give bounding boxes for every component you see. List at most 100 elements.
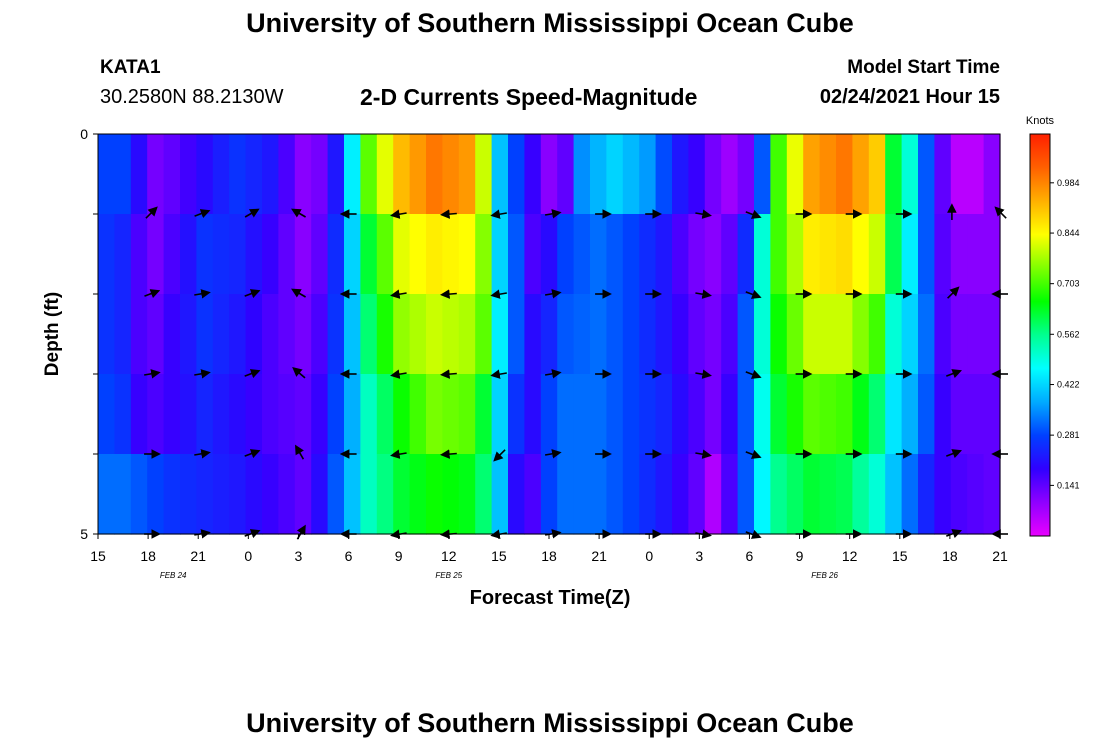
heatmap-cell bbox=[212, 294, 230, 375]
heatmap-cell bbox=[426, 454, 443, 535]
current-vectors bbox=[144, 203, 1008, 540]
heatmap-cell bbox=[147, 214, 165, 295]
heatmap-cell bbox=[475, 374, 493, 455]
current-vector-arrow bbox=[440, 449, 457, 459]
current-vector-arrow bbox=[745, 369, 762, 379]
heatmap-cell bbox=[721, 294, 739, 375]
heatmap-cell bbox=[311, 214, 329, 295]
current-vector-arrow bbox=[194, 529, 211, 539]
heatmap-cell bbox=[967, 214, 985, 295]
current-vector-arrow bbox=[745, 209, 762, 219]
date-label: FEB 25 bbox=[435, 571, 462, 580]
heatmap-cell bbox=[130, 454, 148, 535]
current-vector-arrow bbox=[544, 369, 562, 379]
heatmap-cell bbox=[885, 214, 903, 295]
heatmap-cell bbox=[409, 294, 427, 375]
heatmap-cell bbox=[852, 214, 870, 295]
heatmap-cell bbox=[606, 454, 624, 535]
current-vector-arrow bbox=[947, 286, 960, 299]
heatmap-cell bbox=[622, 454, 640, 535]
y-axis: 05 bbox=[80, 126, 98, 542]
heatmap-cell bbox=[245, 214, 263, 295]
heatmap-cell bbox=[130, 214, 148, 295]
heatmap-cell bbox=[770, 294, 788, 375]
heatmap bbox=[98, 134, 1001, 535]
heatmap-cell bbox=[770, 374, 788, 455]
heatmap-cell bbox=[721, 214, 739, 295]
heatmap-cell bbox=[180, 374, 197, 455]
heatmap-cell bbox=[819, 134, 837, 215]
heatmap-cell bbox=[426, 134, 443, 215]
heatmap-cell bbox=[704, 294, 722, 375]
heatmap-cell bbox=[130, 134, 148, 215]
current-vector-arrow bbox=[295, 444, 305, 460]
heatmap-cell bbox=[360, 134, 378, 215]
heatmap-cell bbox=[836, 294, 853, 375]
current-vector-arrow bbox=[493, 449, 506, 462]
heatmap-cell bbox=[524, 134, 542, 215]
colorbar-tick-label: 0.422 bbox=[1057, 380, 1080, 390]
heatmap-cell bbox=[983, 214, 1001, 295]
x-tick-label: 0 bbox=[244, 548, 252, 564]
heatmap-cell bbox=[950, 454, 968, 535]
heatmap-cell bbox=[573, 454, 591, 535]
heatmap-cell bbox=[819, 374, 837, 455]
heatmap-cell bbox=[672, 374, 689, 455]
heatmap-cell bbox=[540, 134, 558, 215]
heatmap-cell bbox=[852, 294, 870, 375]
current-vector-arrow bbox=[440, 529, 457, 539]
heatmap-cell bbox=[819, 294, 837, 375]
heatmap-cell bbox=[245, 374, 263, 455]
current-vector-arrow bbox=[244, 289, 261, 299]
heatmap-cell bbox=[163, 454, 181, 535]
heatmap-cell bbox=[983, 374, 1001, 455]
heatmap-cell bbox=[376, 374, 394, 455]
heatmap-cell bbox=[786, 294, 804, 375]
current-vector-arrow bbox=[544, 449, 562, 459]
x-tick-label: 15 bbox=[491, 548, 507, 564]
heatmap-cell bbox=[885, 294, 903, 375]
heatmap-cell bbox=[393, 374, 411, 455]
heatmap-cell bbox=[262, 134, 279, 215]
colorbar-tick-label: 0.844 bbox=[1057, 228, 1080, 238]
footer-title: University of Southern Mississippi Ocean… bbox=[246, 708, 854, 738]
heatmap-cell bbox=[672, 134, 689, 215]
heatmap-cell bbox=[278, 134, 296, 215]
heatmap-cell bbox=[163, 214, 181, 295]
heatmap-cell bbox=[442, 374, 460, 455]
heatmap-cell bbox=[409, 454, 427, 535]
heatmap-cell bbox=[311, 294, 329, 375]
colorbar-tick-label: 0.281 bbox=[1057, 430, 1080, 440]
heatmap-cell bbox=[557, 294, 575, 375]
heatmap-cell bbox=[950, 374, 968, 455]
station-coordinates: 30.2580N 88.2130W bbox=[100, 86, 284, 108]
heatmap-cell bbox=[868, 214, 886, 295]
heatmap-cell bbox=[147, 454, 165, 535]
heatmap-cell bbox=[212, 214, 230, 295]
current-vector-arrow bbox=[544, 529, 562, 539]
current-vector-arrow bbox=[292, 366, 306, 379]
current-vector-arrow bbox=[695, 209, 712, 219]
heatmap-cell bbox=[557, 374, 575, 455]
heatmap-cell bbox=[721, 454, 739, 535]
heatmap-cell bbox=[786, 134, 804, 215]
heatmap-cell bbox=[147, 134, 165, 215]
heatmap-cell bbox=[212, 134, 230, 215]
heatmap-cell bbox=[655, 294, 673, 375]
heatmap-cell bbox=[229, 214, 247, 295]
current-vector-arrow bbox=[544, 209, 562, 219]
heatmap-cell bbox=[524, 454, 542, 535]
current-vector-arrow bbox=[244, 449, 261, 459]
heatmap-cell bbox=[573, 134, 591, 215]
date-label: FEB 24 bbox=[160, 571, 187, 580]
heatmap-cell bbox=[688, 454, 706, 535]
heatmap-cell bbox=[868, 454, 886, 535]
heatmap-cell bbox=[458, 134, 476, 215]
x-tick-label: 12 bbox=[842, 548, 858, 564]
heatmap-cell bbox=[393, 134, 411, 215]
heatmap-cell bbox=[655, 374, 673, 455]
current-vector-arrow bbox=[745, 529, 762, 539]
heatmap-cell bbox=[606, 374, 624, 455]
heatmap-cell bbox=[98, 134, 115, 215]
